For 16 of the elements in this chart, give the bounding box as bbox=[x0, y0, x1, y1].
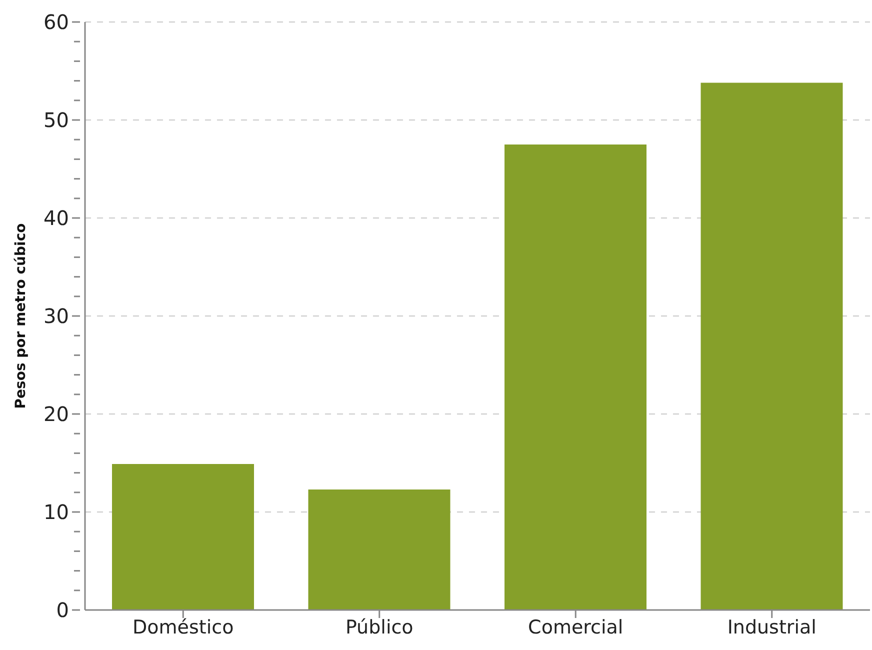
y-tick-label: 10 bbox=[44, 500, 69, 524]
y-tick-label: 40 bbox=[44, 206, 69, 230]
y-tick-label: 30 bbox=[44, 304, 69, 328]
bar bbox=[504, 144, 646, 610]
y-tick-label: 60 bbox=[44, 10, 69, 34]
y-tick-label: 50 bbox=[44, 108, 69, 132]
bar bbox=[112, 464, 254, 610]
bar bbox=[308, 489, 450, 610]
y-tick-label: 20 bbox=[44, 402, 69, 426]
bar bbox=[700, 82, 843, 610]
x-tick-label: Doméstico bbox=[132, 616, 234, 638]
x-tick-label: Comercial bbox=[528, 616, 624, 638]
y-axis-title: Pesos por metro cúbico bbox=[12, 222, 29, 409]
x-tick-label: Industrial bbox=[727, 616, 816, 638]
y-tick-label: 0 bbox=[56, 598, 69, 622]
x-tick-label: Público bbox=[345, 616, 414, 638]
